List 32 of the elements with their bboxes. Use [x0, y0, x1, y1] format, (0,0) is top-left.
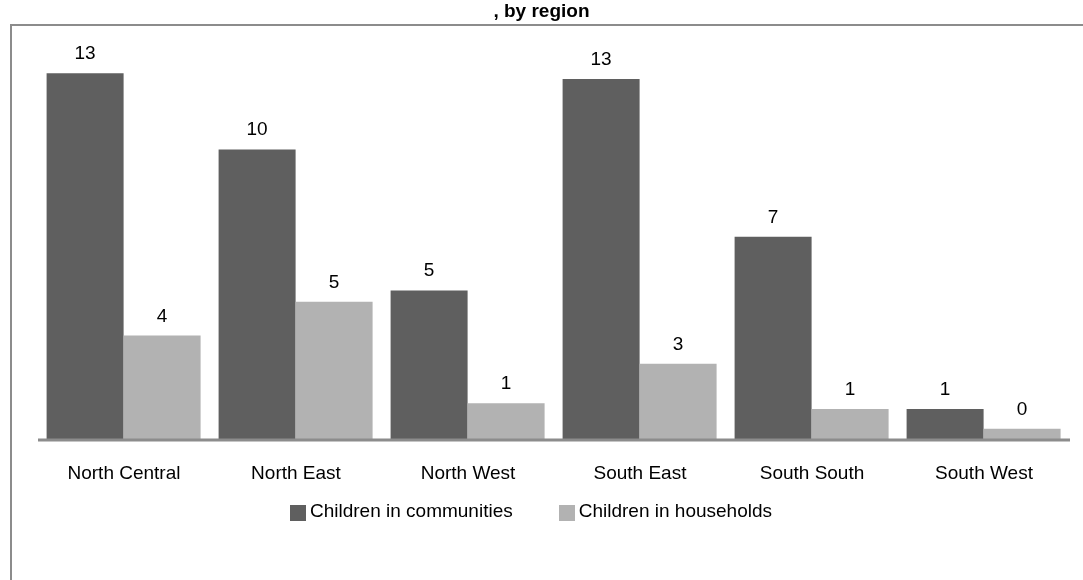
- legend-label: Children in households: [578, 500, 773, 521]
- bar: [734, 236, 812, 440]
- data-label: 4: [156, 304, 168, 326]
- bar: [390, 290, 468, 440]
- x-tick-label: North Central: [67, 462, 181, 484]
- data-label: 0: [1016, 397, 1028, 419]
- data-label: 5: [423, 259, 435, 281]
- bar: [295, 301, 373, 440]
- bar: [46, 73, 124, 440]
- bar: [811, 408, 889, 440]
- chart-title: , by region: [492, 0, 591, 22]
- data-label: 5: [328, 270, 340, 292]
- bar: [467, 403, 545, 440]
- bar: [906, 408, 984, 440]
- data-label: 3: [672, 332, 684, 354]
- x-tick-label: South South: [759, 462, 865, 484]
- data-label: 13: [590, 47, 612, 69]
- x-tick-label: North East: [251, 462, 342, 484]
- data-label: 10: [246, 118, 268, 140]
- data-label: 7: [767, 205, 779, 227]
- bar: [639, 363, 717, 440]
- legend-label: Children in communities: [309, 500, 513, 521]
- x-tick-label: South West: [935, 462, 1034, 484]
- x-tick-label: South East: [593, 462, 688, 484]
- data-label: 1: [939, 377, 951, 399]
- bar: [562, 78, 640, 440]
- x-tick-label: North West: [420, 462, 517, 484]
- data-label: 1: [500, 372, 512, 394]
- data-label: 13: [74, 42, 96, 64]
- bar: [218, 149, 296, 440]
- data-label: 1: [844, 377, 856, 399]
- bar: [123, 335, 201, 440]
